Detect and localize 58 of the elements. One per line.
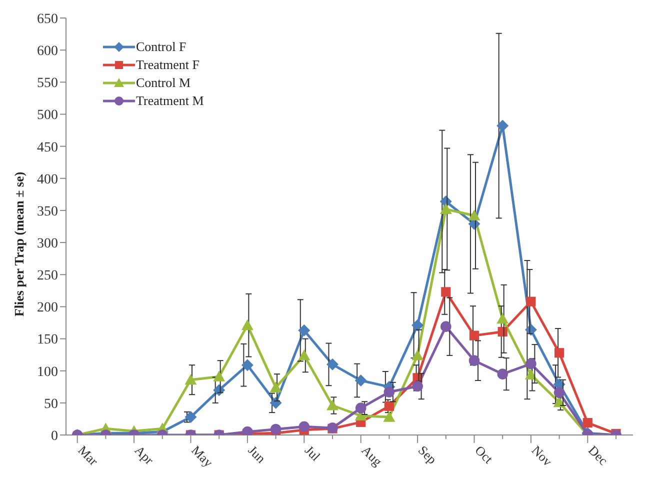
point — [326, 358, 338, 370]
legend-label: Control F — [136, 39, 186, 55]
y-tick-label: 350 — [37, 204, 58, 220]
y-tick-label: 650 — [37, 12, 58, 27]
point — [526, 296, 536, 306]
point — [440, 321, 452, 332]
point — [184, 411, 197, 424]
point — [440, 203, 452, 214]
y-tick-label: 100 — [37, 364, 58, 380]
y-tick-label: 550 — [37, 76, 58, 92]
point — [412, 319, 424, 332]
point — [241, 359, 254, 372]
y-tick-label: 450 — [37, 140, 58, 156]
x-tick-label: May — [188, 442, 216, 470]
point — [354, 374, 367, 386]
y-tick-label: 400 — [37, 172, 58, 188]
point — [241, 319, 254, 330]
x-tick-label: Jun — [245, 442, 270, 466]
point — [468, 210, 480, 220]
point — [497, 368, 508, 380]
point — [270, 382, 282, 392]
y-tick-label: 500 — [37, 108, 58, 124]
x-tick-label: Jul — [302, 442, 324, 464]
x-tick-label: Apr — [132, 442, 158, 468]
point — [384, 386, 395, 398]
y-tick-label: 0 — [51, 428, 58, 444]
y-tick-label: 50 — [44, 396, 58, 412]
legend-label: Control M — [136, 75, 191, 91]
point — [412, 349, 424, 360]
x-tick-label: Dec — [586, 442, 612, 468]
point — [184, 374, 197, 385]
legend-label: Treatment M — [136, 93, 204, 109]
y-tick-label: 600 — [37, 44, 58, 60]
point — [298, 421, 310, 432]
x-tick-label: Oct — [472, 442, 496, 467]
point — [213, 370, 226, 382]
point — [270, 424, 282, 435]
point — [554, 387, 565, 398]
point — [441, 287, 451, 297]
point — [582, 418, 592, 428]
point — [355, 402, 366, 414]
x-tick-label: Sep — [415, 442, 440, 467]
point — [383, 411, 396, 422]
point — [554, 348, 564, 358]
x-tick-label: Mar — [75, 442, 102, 469]
y-tick-label: 200 — [37, 300, 58, 316]
y-tick-label: 300 — [37, 236, 58, 252]
point — [496, 312, 509, 324]
y-tick-label: 250 — [37, 268, 58, 284]
y-axis-title: Flies per Trap (mean ± se) — [12, 172, 27, 316]
point — [298, 349, 310, 360]
point — [298, 324, 310, 336]
x-tick-label: Nov — [528, 442, 556, 470]
legend-label: Treatment F — [136, 57, 200, 73]
x-tick-label: Aug — [358, 442, 386, 470]
y-tick-label: 150 — [37, 332, 58, 348]
point — [524, 368, 537, 380]
point — [326, 399, 338, 410]
